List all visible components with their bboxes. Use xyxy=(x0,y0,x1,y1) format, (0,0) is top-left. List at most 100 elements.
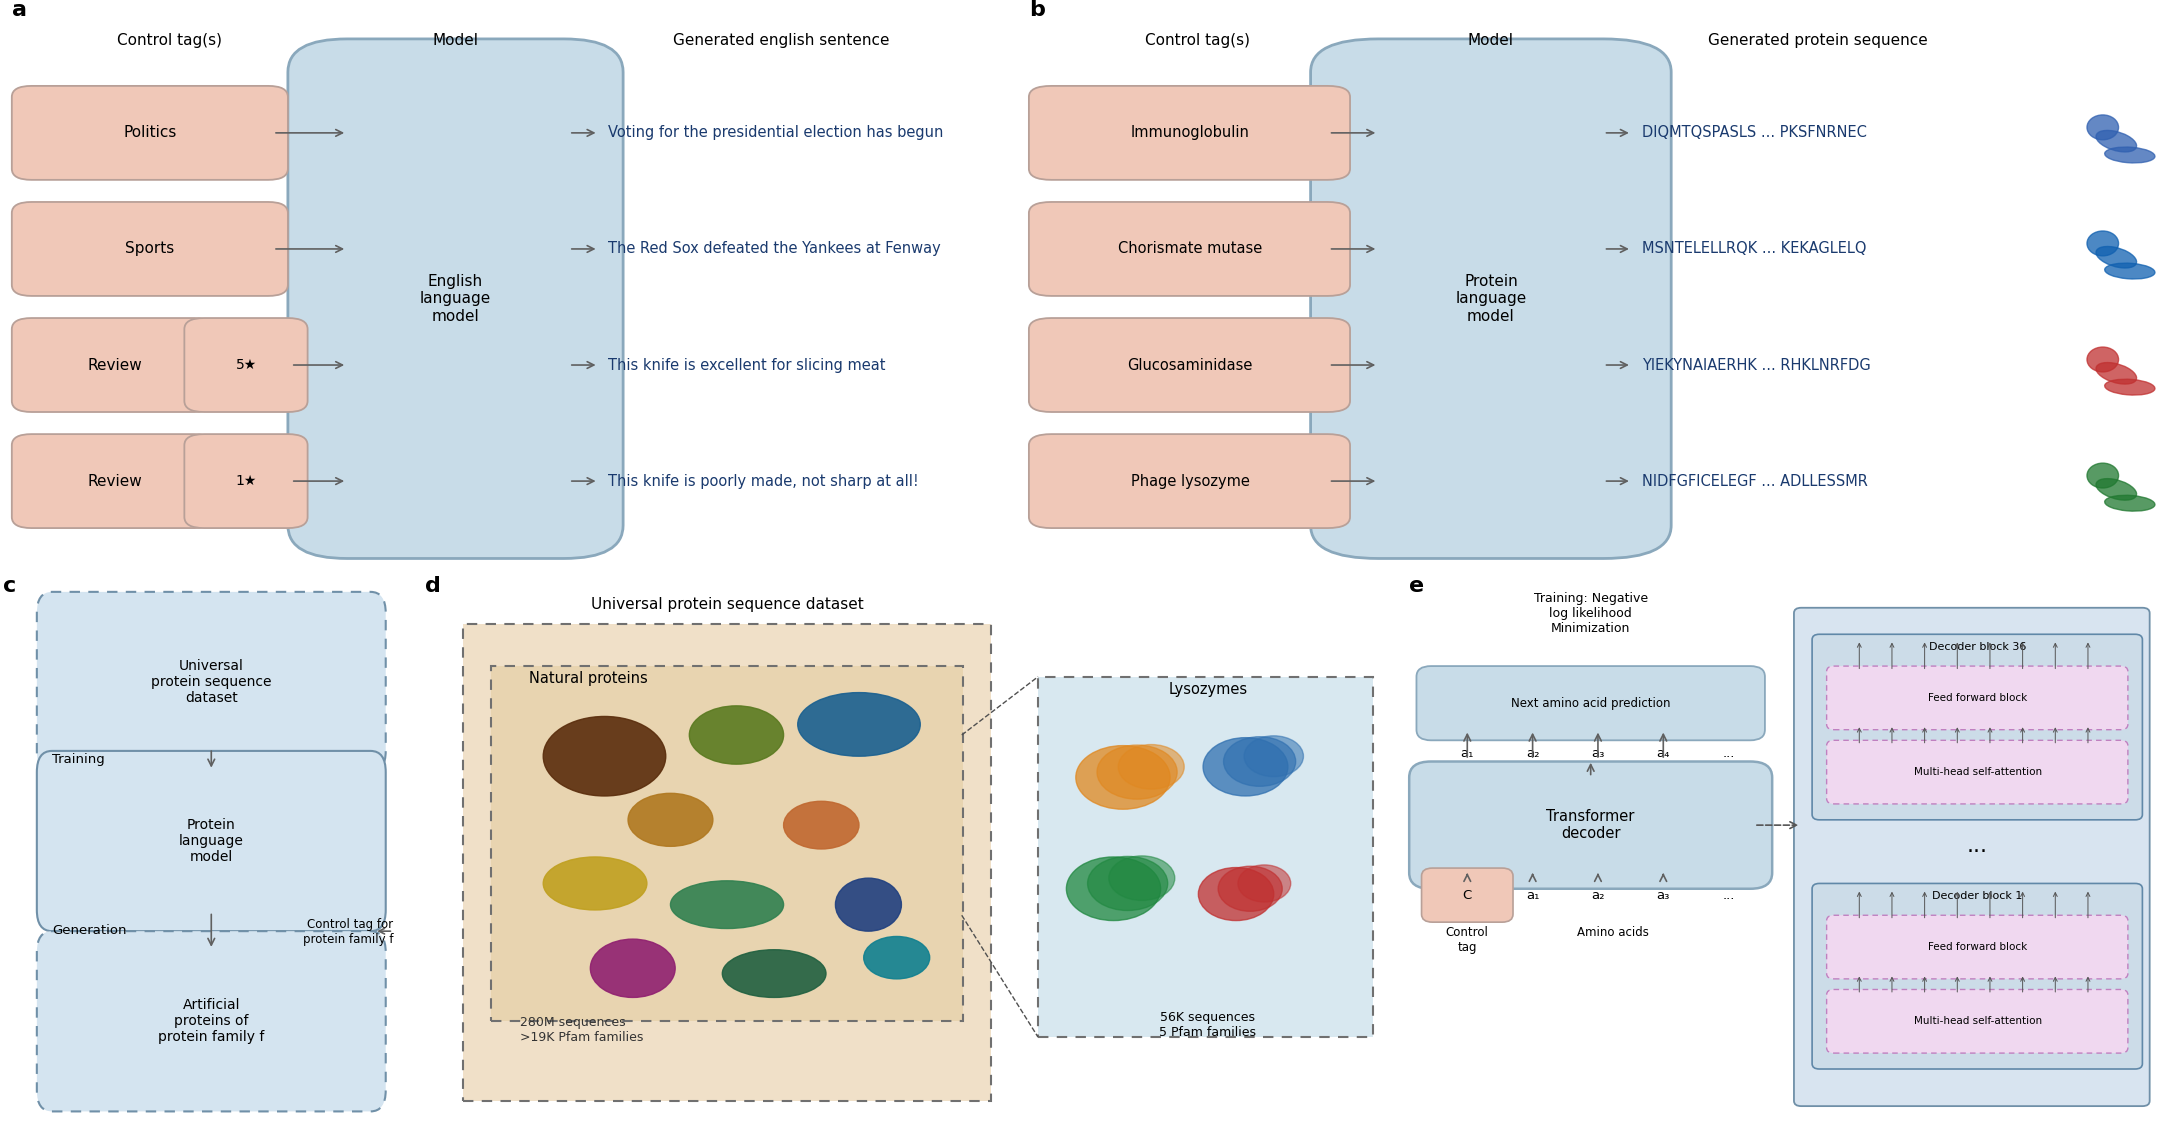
Text: YIEKYNAIAERHK ... RHKLNRFDG: YIEKYNAIAERHK ... RHKLNRFDG xyxy=(1643,358,1870,372)
Ellipse shape xyxy=(1097,746,1177,799)
Text: c: c xyxy=(2,576,15,596)
Text: Universal protein sequence dataset: Universal protein sequence dataset xyxy=(592,597,862,613)
Ellipse shape xyxy=(2104,379,2154,395)
Text: a₂: a₂ xyxy=(1591,889,1606,901)
Ellipse shape xyxy=(865,936,930,979)
Text: Phage lysozyme: Phage lysozyme xyxy=(1131,474,1250,488)
Text: Chorismate mutase: Chorismate mutase xyxy=(1118,241,1261,256)
Ellipse shape xyxy=(689,706,784,764)
Ellipse shape xyxy=(2087,464,2119,488)
Ellipse shape xyxy=(2104,495,2154,511)
Text: a₄: a₄ xyxy=(1656,747,1671,760)
Ellipse shape xyxy=(722,950,826,997)
Text: MSNTELELLRQK ... KEKAGLELQ: MSNTELELLRQK ... KEKAGLELQ xyxy=(1643,241,1866,256)
Text: English
language
model: English language model xyxy=(420,274,492,324)
Ellipse shape xyxy=(2087,231,2119,256)
FancyBboxPatch shape xyxy=(1029,318,1350,412)
Text: ...: ... xyxy=(1723,747,1736,760)
Ellipse shape xyxy=(2087,115,2119,140)
FancyBboxPatch shape xyxy=(37,932,386,1111)
Ellipse shape xyxy=(628,793,713,846)
Text: Universal
protein sequence
dataset: Universal protein sequence dataset xyxy=(152,659,271,705)
FancyBboxPatch shape xyxy=(1409,761,1773,889)
Text: Control tag(s): Control tag(s) xyxy=(1146,34,1250,49)
FancyBboxPatch shape xyxy=(288,39,624,558)
Text: Natural proteins: Natural proteins xyxy=(529,671,648,686)
Text: Control tag for
protein family f: Control tag for protein family f xyxy=(303,918,394,946)
Ellipse shape xyxy=(1075,746,1170,809)
FancyBboxPatch shape xyxy=(184,434,308,528)
Text: Generation: Generation xyxy=(52,924,126,936)
Text: The Red Sox defeated the Yankees at Fenway: The Red Sox defeated the Yankees at Fenw… xyxy=(609,241,940,256)
Text: Glucosaminidase: Glucosaminidase xyxy=(1127,358,1253,372)
FancyBboxPatch shape xyxy=(1029,86,1350,179)
FancyBboxPatch shape xyxy=(1827,740,2128,804)
Text: Voting for the presidential election has begun: Voting for the presidential election has… xyxy=(609,125,943,140)
Ellipse shape xyxy=(2095,131,2137,152)
FancyBboxPatch shape xyxy=(1029,434,1350,528)
Text: a₃: a₃ xyxy=(1591,747,1604,760)
Text: a₁: a₁ xyxy=(1526,889,1539,901)
Text: Protein
language
model: Protein language model xyxy=(180,818,243,864)
Text: Control
tag: Control tag xyxy=(1445,926,1489,954)
Text: Decoder block 1: Decoder block 1 xyxy=(1933,891,2022,901)
Text: ...: ... xyxy=(1968,836,1987,856)
FancyBboxPatch shape xyxy=(1311,39,1671,558)
Ellipse shape xyxy=(544,857,648,910)
Text: e: e xyxy=(1409,576,1424,596)
Text: a₁: a₁ xyxy=(1461,747,1474,760)
Text: Transformer
decoder: Transformer decoder xyxy=(1547,809,1634,841)
FancyBboxPatch shape xyxy=(37,751,386,932)
Ellipse shape xyxy=(1110,856,1175,900)
Text: Generated protein sequence: Generated protein sequence xyxy=(1708,34,1929,49)
Ellipse shape xyxy=(589,940,676,997)
FancyBboxPatch shape xyxy=(1422,869,1513,923)
Text: a₂: a₂ xyxy=(1526,747,1539,760)
FancyBboxPatch shape xyxy=(464,624,990,1101)
Text: C: C xyxy=(1463,889,1471,901)
Text: 1★: 1★ xyxy=(236,474,258,488)
Text: ...: ... xyxy=(1723,889,1736,901)
Text: Generated english sentence: Generated english sentence xyxy=(672,34,888,49)
Text: Training: Training xyxy=(52,752,104,766)
Text: Review: Review xyxy=(89,358,143,372)
Ellipse shape xyxy=(797,693,921,756)
FancyBboxPatch shape xyxy=(1029,202,1350,296)
Text: Review: Review xyxy=(89,474,143,488)
Text: This knife is excellent for slicing meat: This knife is excellent for slicing meat xyxy=(609,358,886,372)
Ellipse shape xyxy=(1088,856,1168,910)
Text: 280M sequences
>19K Pfam families: 280M sequences >19K Pfam families xyxy=(520,1016,644,1045)
FancyBboxPatch shape xyxy=(184,318,308,412)
Text: d: d xyxy=(425,576,442,596)
Text: This knife is poorly made, not sharp at all!: This knife is poorly made, not sharp at … xyxy=(609,474,919,488)
Text: Model: Model xyxy=(433,34,479,49)
Text: Decoder block 36: Decoder block 36 xyxy=(1929,642,2026,652)
Ellipse shape xyxy=(1066,857,1162,920)
Text: 56K sequences
5 Pfam families: 56K sequences 5 Pfam families xyxy=(1159,1011,1257,1039)
Text: DIQMTQSPASLS ... PKSFNRNEC: DIQMTQSPASLS ... PKSFNRNEC xyxy=(1643,125,1866,140)
Ellipse shape xyxy=(2095,362,2137,384)
Text: NIDFGFICELEGF ... ADLLESSMR: NIDFGFICELEGF ... ADLLESSMR xyxy=(1643,474,1868,488)
Ellipse shape xyxy=(1237,865,1292,902)
FancyBboxPatch shape xyxy=(11,202,288,296)
FancyBboxPatch shape xyxy=(1812,883,2143,1069)
Ellipse shape xyxy=(784,801,858,849)
Text: Artificial
proteins of
protein family f: Artificial proteins of protein family f xyxy=(158,998,264,1045)
Text: Control tag(s): Control tag(s) xyxy=(117,34,221,49)
Text: Feed forward block: Feed forward block xyxy=(1929,942,2028,952)
Text: Politics: Politics xyxy=(124,125,176,140)
Text: Protein
language
model: Protein language model xyxy=(1456,274,1526,324)
Ellipse shape xyxy=(1244,735,1305,776)
FancyBboxPatch shape xyxy=(11,318,215,412)
FancyBboxPatch shape xyxy=(1794,608,2150,1107)
Ellipse shape xyxy=(1224,737,1296,786)
FancyBboxPatch shape xyxy=(1812,634,2143,820)
Text: Multi-head self-attention: Multi-head self-attention xyxy=(1913,1016,2041,1026)
Text: Multi-head self-attention: Multi-head self-attention xyxy=(1913,767,2041,777)
Ellipse shape xyxy=(836,878,901,932)
Ellipse shape xyxy=(2095,247,2137,268)
Ellipse shape xyxy=(2104,147,2154,162)
Ellipse shape xyxy=(670,881,784,928)
Text: 5★: 5★ xyxy=(236,358,258,372)
Text: Model: Model xyxy=(1467,34,1515,49)
